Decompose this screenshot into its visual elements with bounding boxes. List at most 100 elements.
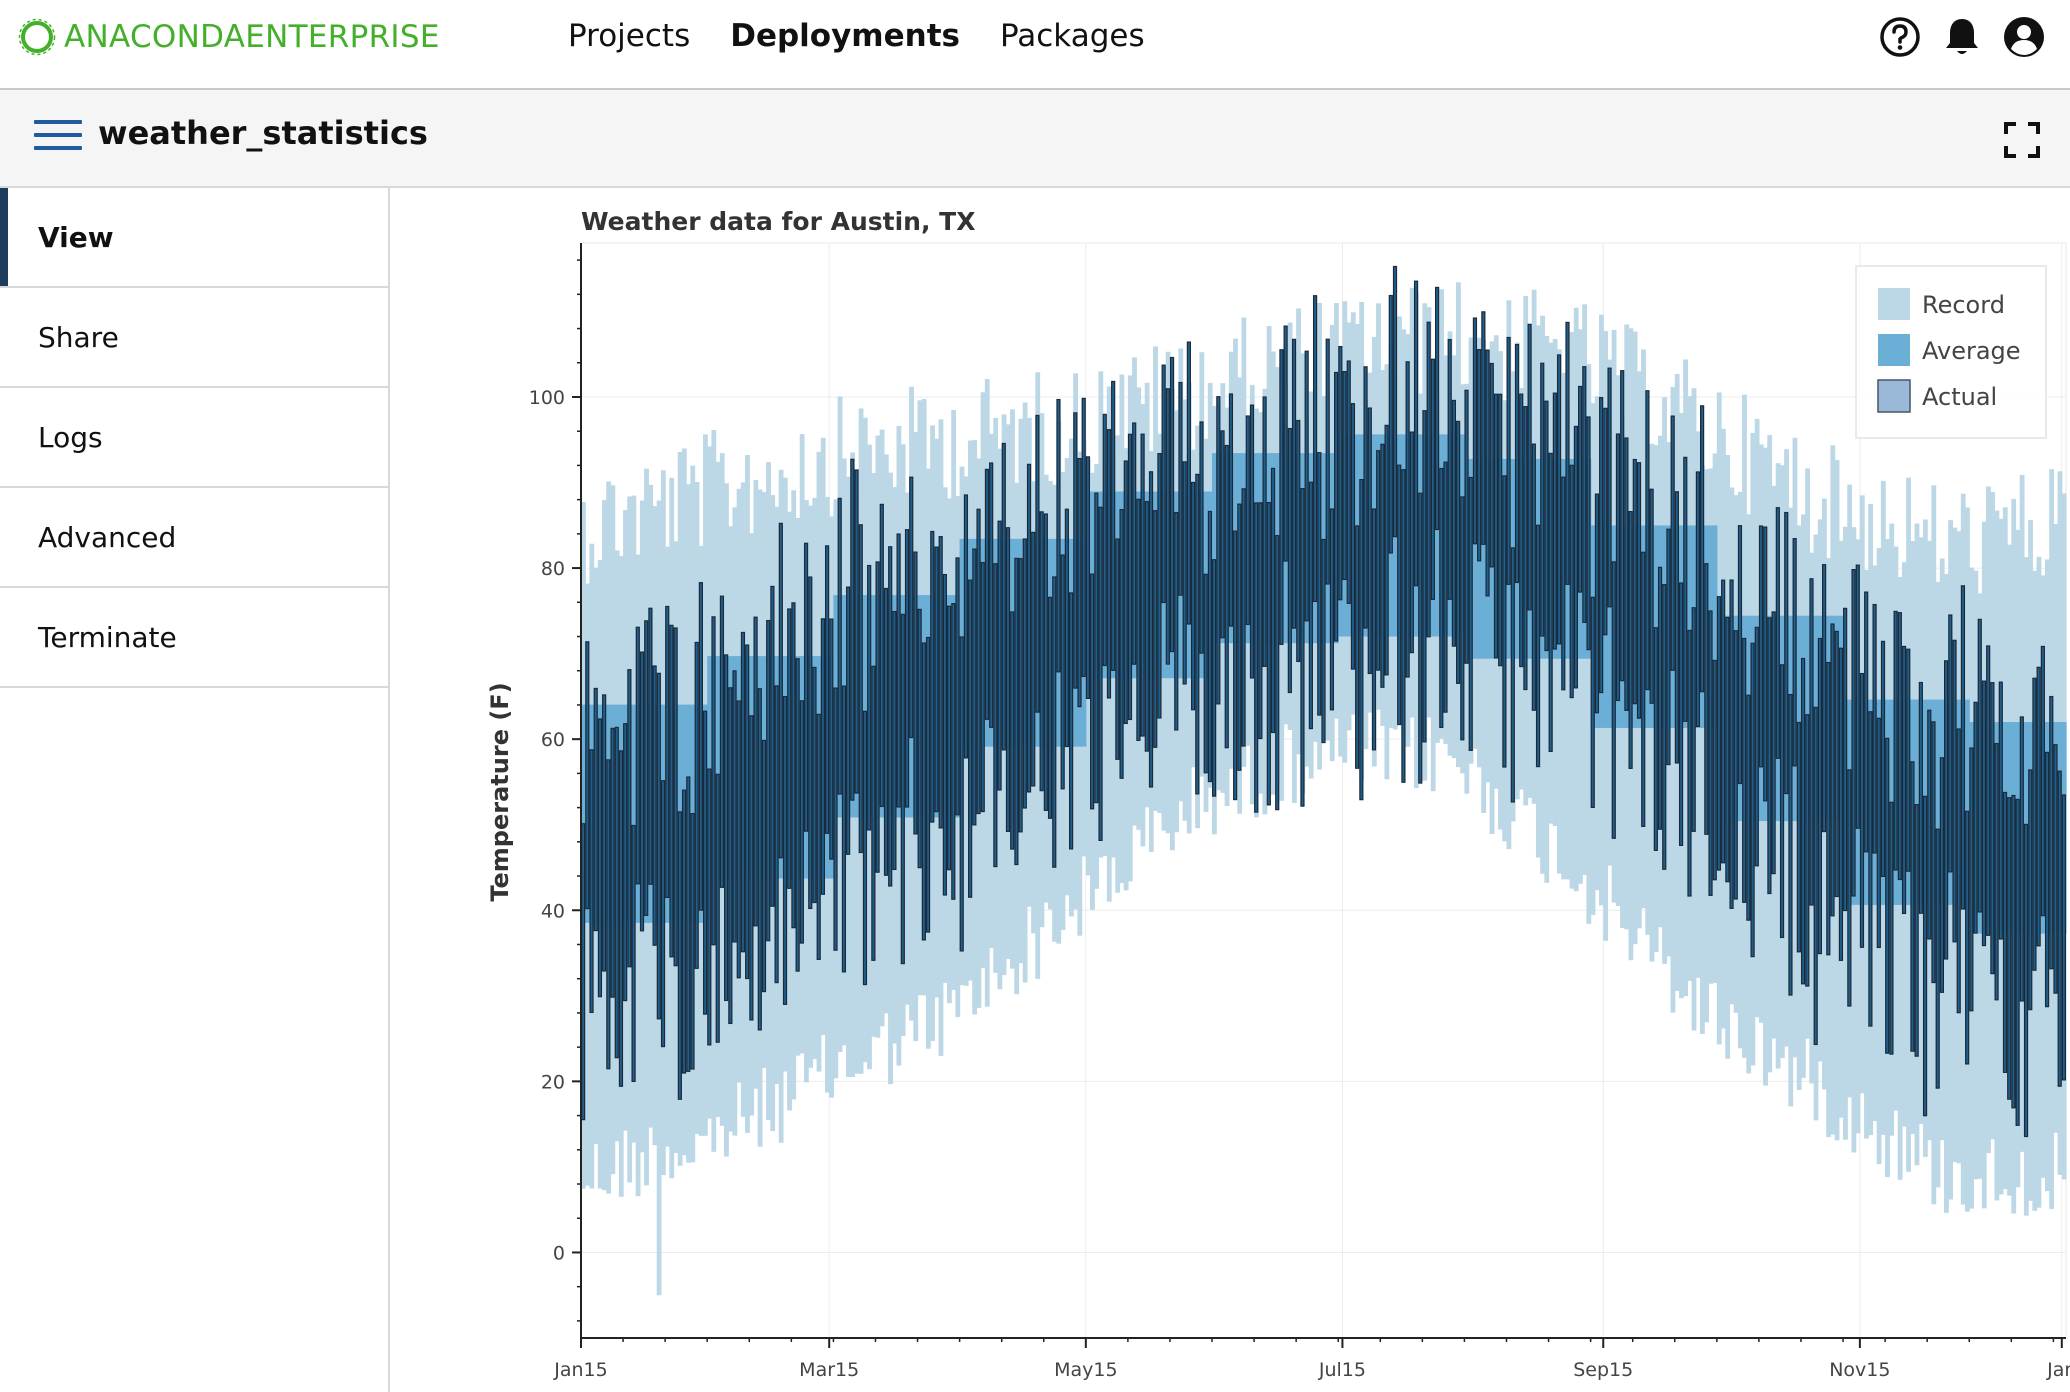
legend-swatch: [1877, 379, 1911, 413]
actual-bar: [1334, 371, 1339, 642]
actual-bar: [1350, 403, 1356, 670]
actual-bar: [820, 618, 825, 895]
actual-bar: [1220, 430, 1225, 639]
average-bar: [862, 595, 868, 818]
actual-bar: [702, 710, 708, 1015]
average-bar: [1712, 525, 1718, 728]
actual-bar: [2023, 823, 2029, 1138]
actual-bar: [1855, 564, 1860, 829]
actual-bar: [1291, 338, 1297, 629]
actual-bar: [1510, 547, 1515, 803]
actual-bar: [1443, 461, 1448, 713]
actual-bar: [1851, 569, 1856, 897]
actual-bar: [1481, 311, 1486, 545]
top-icon-group: [1878, 15, 2046, 59]
anaconda-logo[interactable]: ANACONDAENTERPRISE: [18, 14, 440, 60]
actual-bar: [1325, 338, 1330, 585]
actual-bar: [1678, 582, 1684, 847]
sidebar-item-advanced[interactable]: Advanced: [0, 488, 388, 588]
actual-bar: [1615, 433, 1621, 702]
actual-bar: [1636, 462, 1642, 719]
user-account-icon[interactable]: [2002, 15, 2046, 59]
actual-bar: [1758, 525, 1764, 768]
legend-swatch: [1878, 288, 1910, 320]
actual-bar: [1418, 492, 1423, 784]
nav-deployments[interactable]: Deployments: [730, 18, 960, 54]
actual-bar: [1548, 452, 1553, 753]
average-bar: [1796, 615, 1802, 822]
actual-bar: [1573, 425, 1579, 689]
average-bar: [1653, 525, 1659, 728]
actual-bar: [808, 576, 813, 910]
actual-bar: [1010, 611, 1015, 850]
actual-bar: [2002, 791, 2008, 1073]
actual-bar: [1275, 535, 1280, 811]
actual-bar: [1712, 659, 1717, 881]
actual-bar: [2036, 666, 2041, 947]
actual-bar: [997, 520, 1002, 791]
actual-bar: [1064, 508, 1069, 748]
hamburger-menu-icon[interactable]: [34, 120, 82, 158]
weather-chart[interactable]: Weather data for Austin, TX 0 20 40 60 80 100…: [392, 188, 2070, 1392]
actual-bar: [627, 669, 632, 968]
actual-bar: [1775, 507, 1780, 759]
actual-bar: [2049, 695, 2054, 970]
actual-bar: [1077, 457, 1082, 708]
actual-bar: [1859, 672, 1865, 948]
actual-bar: [1338, 345, 1343, 601]
actual-bar: [1317, 452, 1322, 716]
actual-bar: [1359, 478, 1364, 801]
actual-bars: [581, 265, 2066, 1138]
actual-bar: [749, 715, 754, 1021]
average-bar: [1914, 699, 1920, 905]
fullscreen-icon[interactable]: [2002, 120, 2046, 164]
actual-bar: [1216, 396, 1221, 705]
actual-bar: [1266, 501, 1271, 806]
help-circle-icon[interactable]: [1878, 15, 1922, 59]
average-bar: [581, 704, 586, 923]
actual-bar: [963, 494, 969, 759]
actual-bar: [757, 688, 762, 1031]
actual-bar: [1914, 804, 1919, 1057]
bell-icon[interactable]: [1940, 15, 1984, 59]
sidebar-item-logs[interactable]: Logs: [0, 388, 388, 488]
actual-bar: [1178, 381, 1183, 596]
y-tick-label: 20: [541, 1071, 565, 1093]
actual-bar: [959, 636, 964, 952]
nav-packages[interactable]: Packages: [999, 18, 1145, 54]
average-bar: [1935, 699, 1941, 905]
actual-bar: [753, 616, 758, 927]
actual-bar: [1493, 393, 1499, 659]
actual-bar: [2007, 797, 2012, 1100]
actual-bar: [1809, 578, 1814, 906]
sidebar-item-view[interactable]: View: [0, 188, 388, 288]
x-tick-label: Jan15: [553, 1359, 607, 1381]
actual-bar: [1632, 458, 1637, 705]
actual-bar: [2053, 744, 2058, 994]
actual-bar: [1451, 399, 1457, 647]
actual-bar: [1199, 421, 1204, 654]
actual-bar: [1018, 558, 1023, 833]
nav-projects[interactable]: Projects: [568, 18, 691, 54]
actual-bar: [1990, 682, 1995, 975]
actual-bar: [1388, 294, 1393, 554]
actual-bar: [1397, 464, 1402, 726]
actual-bar: [1922, 795, 1928, 1117]
chart-panel: Weather data for Austin, TX 0 20 40 60 80 100…: [392, 188, 2070, 1392]
actual-bar: [618, 750, 624, 1087]
actual-bar: [1986, 645, 1991, 936]
actual-bar: [1960, 585, 1966, 910]
actual-bar: [1153, 510, 1158, 748]
actual-bar: [795, 658, 800, 972]
x-tick-label: Mar15: [799, 1359, 859, 1381]
main-nav: Projects Deployments Packages: [568, 14, 1145, 58]
sidebar-item-share[interactable]: Share: [0, 288, 388, 388]
sidebar-item-terminate[interactable]: Terminate: [0, 588, 388, 688]
actual-bar: [1174, 511, 1179, 731]
actual-bar: [589, 749, 594, 1014]
actual-bar: [1106, 429, 1112, 699]
actual-bar: [711, 616, 716, 946]
average-bar: [1472, 458, 1478, 659]
x-tick-label: Nov15: [1829, 1359, 1890, 1381]
actual-bar: [862, 710, 868, 986]
